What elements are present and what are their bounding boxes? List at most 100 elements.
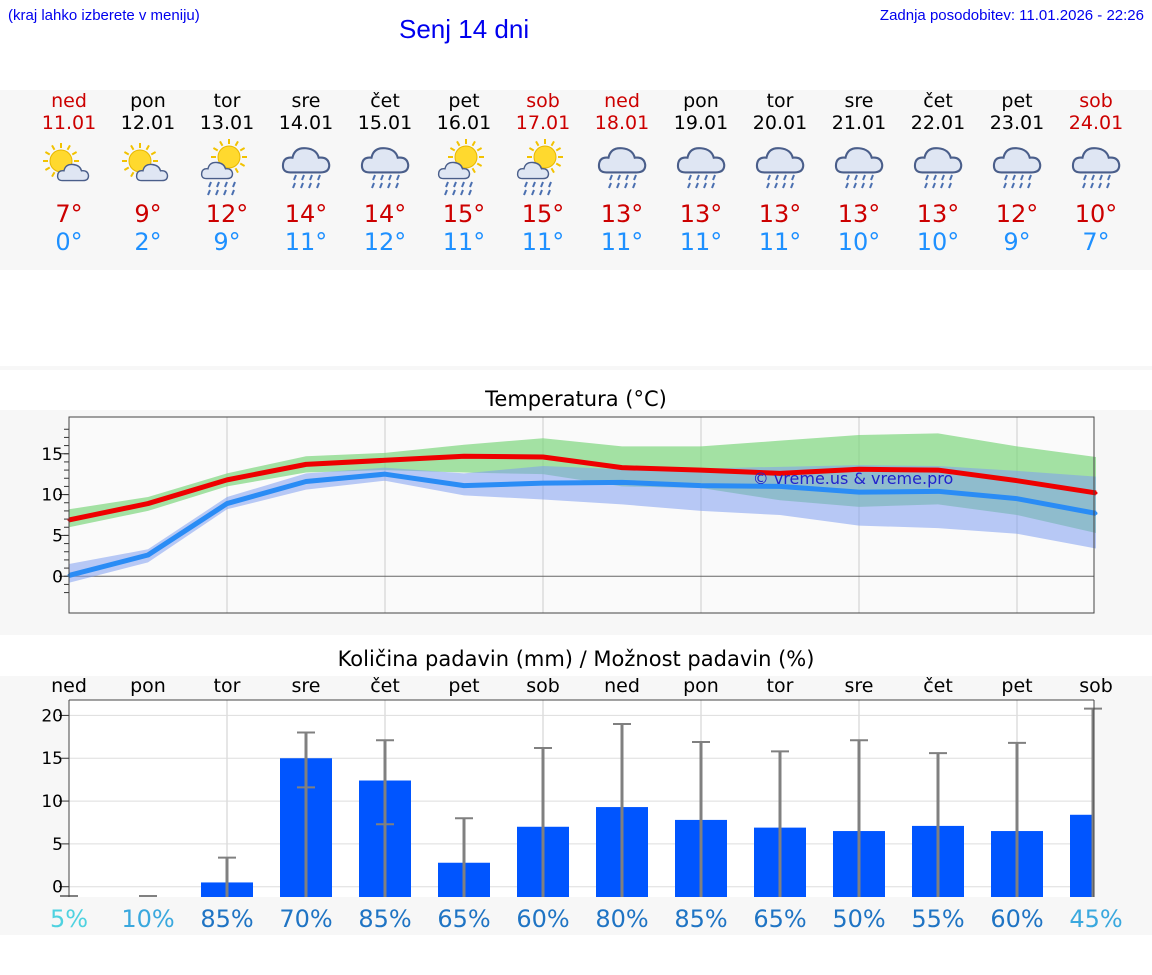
max-temp-point <box>1094 491 1098 495</box>
watermark: © vreme.us & vreme.pro <box>753 469 954 488</box>
temp-min: 10° <box>916 228 960 256</box>
day-label: tor <box>767 675 794 697</box>
rain-drops <box>608 174 637 189</box>
temp-min: 10° <box>837 228 881 256</box>
rain-cloud-icon <box>977 134 1057 200</box>
max-temp-point <box>541 455 545 459</box>
day-name: pon <box>130 90 166 112</box>
cloud-shape <box>281 147 331 174</box>
min-temp-range-band <box>69 465 1096 583</box>
chance-label: 65% <box>753 905 806 933</box>
min-temp-point <box>778 484 782 488</box>
day-date: 15.01 <box>357 112 413 134</box>
sun-cloud-icon <box>29 134 109 200</box>
temp-max: 13° <box>837 200 881 228</box>
cloud-shape <box>56 163 90 182</box>
day-name: pon <box>683 90 719 112</box>
plot-frame <box>68 416 1095 614</box>
chance-label: 50% <box>832 905 885 933</box>
day-date: 24.01 <box>1068 112 1124 134</box>
rain-drops <box>207 181 236 196</box>
temp-max: 12° <box>205 200 249 228</box>
day-date: 20.01 <box>752 112 808 134</box>
day-date: 17.01 <box>515 112 571 134</box>
forecast-day: sre 21.01 13° 10° <box>819 90 899 256</box>
cloud-shape <box>676 147 726 174</box>
rain-cloud-icon <box>898 134 978 200</box>
day-date: 16.01 <box>436 112 492 134</box>
rain-drops <box>766 174 795 189</box>
y-tick-label: 15 <box>41 445 63 465</box>
y-tick-label: 20 <box>41 706 63 726</box>
max-temp-point <box>1015 479 1019 483</box>
temp-min: 7° <box>1082 228 1110 256</box>
day-label: pet <box>448 675 479 697</box>
rain-cloud-icon <box>740 134 820 200</box>
rain-drops <box>845 174 874 189</box>
day-name: tor <box>766 90 794 112</box>
page-title: Senj 14 dni <box>399 14 530 44</box>
max-temp-range-band <box>69 433 1096 533</box>
sun-shape <box>211 139 247 175</box>
day-name: tor <box>213 90 241 112</box>
day-label: pon <box>130 675 166 697</box>
day-name: čet <box>923 90 953 112</box>
cloud-shape <box>992 147 1042 174</box>
max-temp-point <box>146 502 150 506</box>
cloud-shape <box>135 163 169 182</box>
day-name: sob <box>1079 90 1113 112</box>
chance-label: 60% <box>516 905 569 933</box>
min-temp-point <box>857 490 861 494</box>
forecast-strip <box>0 90 1152 270</box>
temp-min: 11° <box>521 228 565 256</box>
chance-label: 65% <box>437 905 490 933</box>
max-temp-point <box>383 458 387 462</box>
temp-max: 9° <box>134 200 162 228</box>
y-tick-label: 10 <box>41 792 63 812</box>
min-temp-point <box>225 502 229 506</box>
temp-max: 15° <box>442 200 486 228</box>
max-temp-point <box>936 468 940 472</box>
y-tick-label: 15 <box>41 749 63 769</box>
temperature-chart: 0 5 10 15 © vreme.us & vreme.pro <box>41 416 1098 614</box>
day-name: ned <box>604 90 640 112</box>
temp-min: 11° <box>758 228 802 256</box>
temp-min: 9° <box>213 228 241 256</box>
temp-min: 11° <box>442 228 486 256</box>
rain-cloud-icon <box>661 134 741 200</box>
max-temp-point <box>304 462 308 466</box>
day-label: čet <box>923 675 953 697</box>
rain-drops <box>444 181 473 196</box>
max-temp-point <box>857 467 861 471</box>
forecast-day: tor 20.01 13° 11° <box>740 90 820 256</box>
day-date: 19.01 <box>673 112 729 134</box>
min-temp-line <box>68 471 1097 578</box>
cloud-shape <box>913 147 963 174</box>
rain-cloud-icon <box>345 134 425 200</box>
sun-cloud-rain-icon <box>424 134 504 200</box>
day-date: 14.01 <box>278 112 334 134</box>
y-tick-label: 10 <box>41 486 63 506</box>
max-temp-point <box>462 454 466 458</box>
day-date: 12.01 <box>120 112 176 134</box>
temp-min: 11° <box>600 228 644 256</box>
cloud-shape <box>516 161 550 180</box>
temp-max: 12° <box>995 200 1039 228</box>
day-date: 21.01 <box>831 112 887 134</box>
max-temp-line <box>68 453 1097 523</box>
chance-label: 85% <box>674 905 727 933</box>
temp-min: 0° <box>55 228 83 256</box>
y-tick-label: 5 <box>52 526 63 546</box>
temp-max: 7° <box>55 200 83 228</box>
day-date: 22.01 <box>910 112 966 134</box>
min-temp-point <box>699 484 703 488</box>
day-name: sre <box>291 90 321 112</box>
rain-drops <box>1082 174 1111 189</box>
temp-min: 12° <box>363 228 407 256</box>
temp-max: 13° <box>679 200 723 228</box>
location-hint[interactable]: (kraj lahko izberete v meniju) <box>8 7 200 24</box>
temp-max: 13° <box>916 200 960 228</box>
chance-label: 85% <box>200 905 253 933</box>
y-tick-label: 0 <box>52 878 63 898</box>
day-name: ned <box>51 90 87 112</box>
